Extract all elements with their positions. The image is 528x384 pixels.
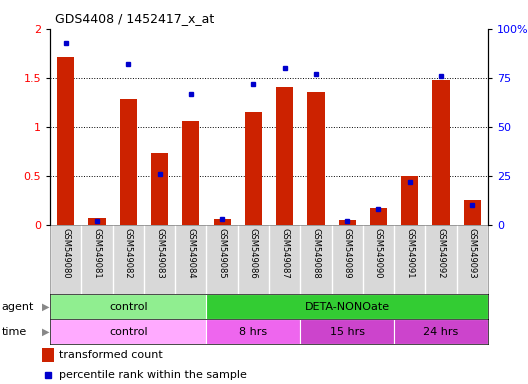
Text: GSM549088: GSM549088 — [312, 228, 320, 279]
Text: GSM549082: GSM549082 — [124, 228, 133, 279]
Text: time: time — [2, 326, 27, 337]
Text: GSM549090: GSM549090 — [374, 228, 383, 279]
Bar — [50, 294, 206, 319]
Bar — [370, 209, 387, 225]
Text: GSM549093: GSM549093 — [468, 228, 477, 279]
Text: transformed count: transformed count — [59, 350, 163, 360]
Bar — [120, 99, 137, 225]
Text: control: control — [109, 301, 148, 312]
Bar — [57, 56, 74, 225]
Bar — [206, 319, 300, 344]
Text: percentile rank within the sample: percentile rank within the sample — [59, 370, 247, 380]
Text: control: control — [109, 326, 148, 337]
Bar — [307, 92, 325, 225]
Bar — [394, 319, 488, 344]
Text: ▶: ▶ — [42, 301, 50, 312]
Bar — [206, 294, 488, 319]
Bar — [89, 218, 106, 225]
Bar — [213, 219, 231, 225]
Bar — [276, 87, 293, 225]
Bar — [182, 121, 200, 225]
Bar — [245, 113, 262, 225]
Bar — [42, 348, 54, 362]
Text: GSM549092: GSM549092 — [437, 228, 446, 279]
Text: GSM549083: GSM549083 — [155, 228, 164, 279]
Text: DETA-NONOate: DETA-NONOate — [305, 301, 390, 312]
Text: GSM549084: GSM549084 — [186, 228, 195, 279]
Text: 24 hrs: 24 hrs — [423, 326, 459, 337]
Bar — [338, 220, 356, 225]
Text: GDS4408 / 1452417_x_at: GDS4408 / 1452417_x_at — [55, 12, 215, 25]
Text: ▶: ▶ — [42, 326, 50, 337]
Bar — [300, 319, 394, 344]
Bar — [432, 80, 449, 225]
Text: GSM549091: GSM549091 — [405, 228, 414, 279]
Bar — [151, 152, 168, 225]
Text: GSM549087: GSM549087 — [280, 228, 289, 279]
Bar — [464, 200, 481, 225]
Text: 15 hrs: 15 hrs — [329, 326, 365, 337]
Text: agent: agent — [2, 301, 34, 312]
Text: GSM549086: GSM549086 — [249, 228, 258, 279]
Text: 8 hrs: 8 hrs — [239, 326, 268, 337]
Text: GSM549081: GSM549081 — [92, 228, 101, 279]
Text: GSM549080: GSM549080 — [61, 228, 70, 279]
Bar — [50, 319, 206, 344]
Text: GSM549089: GSM549089 — [343, 228, 352, 279]
Text: GSM549085: GSM549085 — [218, 228, 227, 279]
Bar — [401, 176, 418, 225]
